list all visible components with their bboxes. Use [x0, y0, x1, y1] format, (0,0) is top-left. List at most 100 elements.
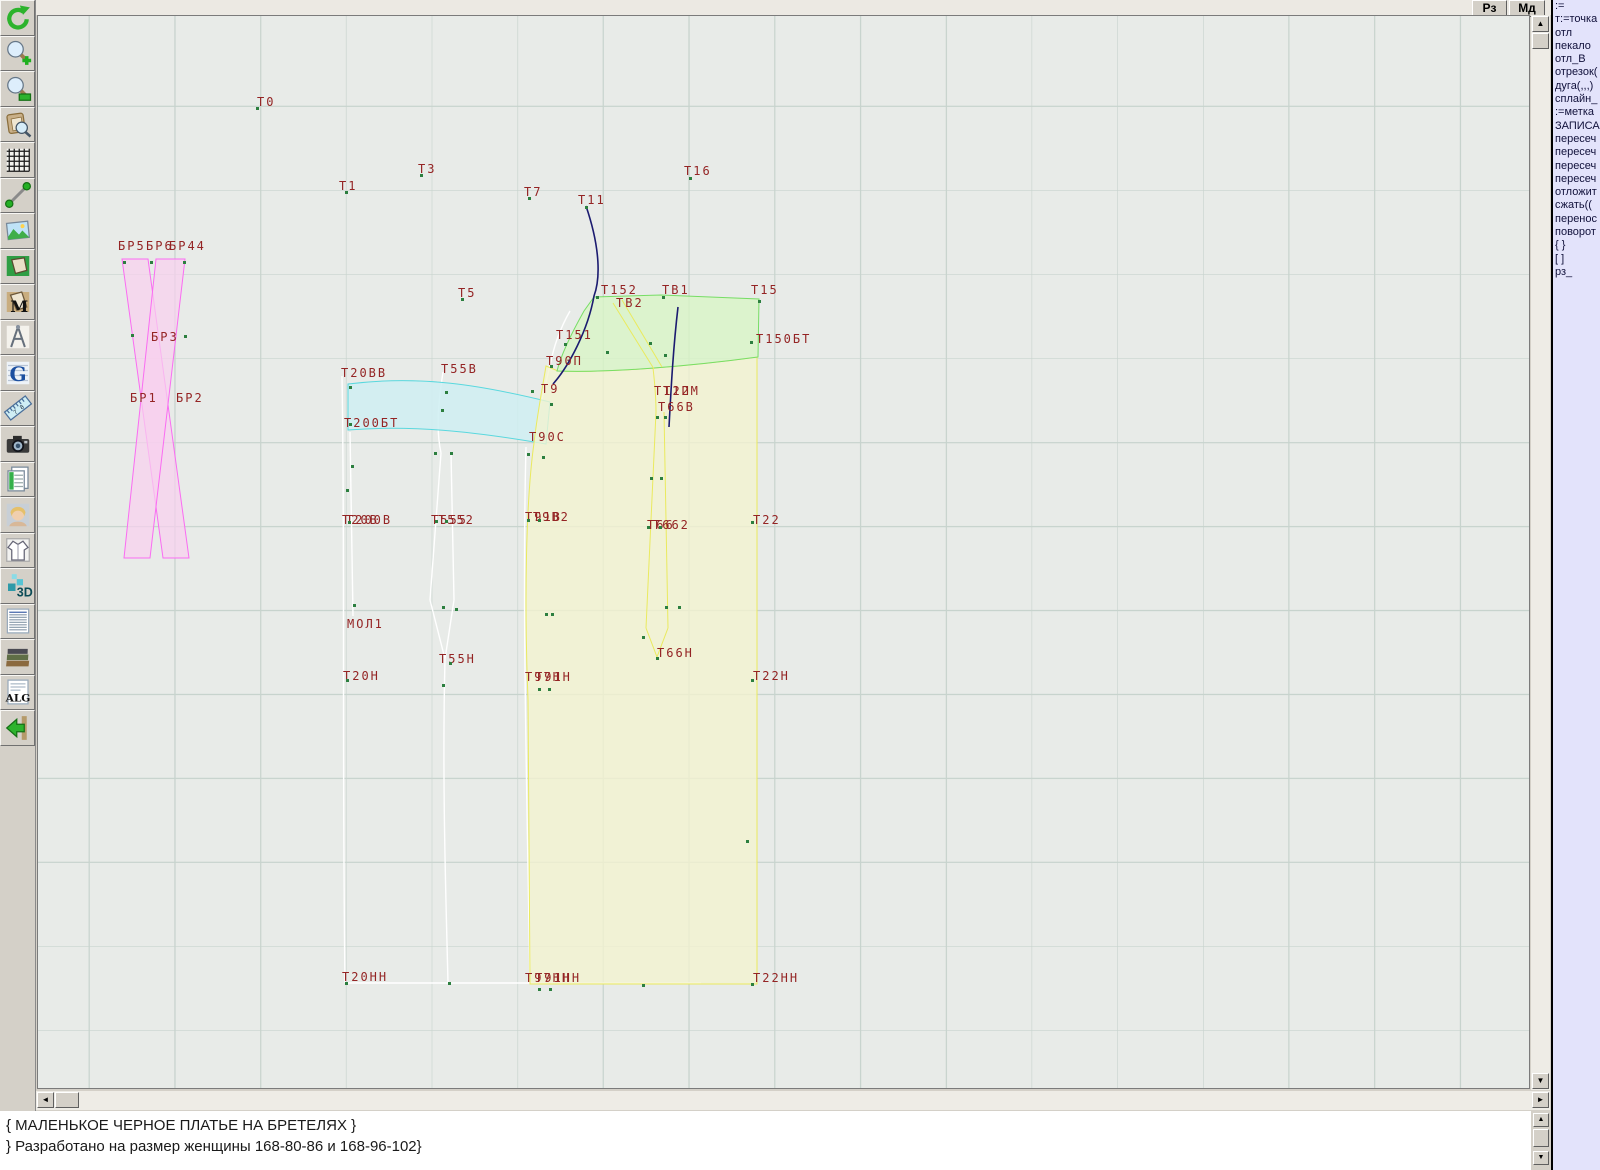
command-item[interactable]: :=метка	[1555, 106, 1595, 119]
point-label: ТВ2	[616, 296, 644, 310]
construction-point	[461, 298, 464, 301]
archive-books-icon[interactable]	[0, 639, 35, 675]
construction-point	[420, 174, 423, 177]
status-scroll-thumb[interactable]	[1533, 1129, 1549, 1147]
construction-point	[348, 521, 351, 524]
point-label: Т20ВВ	[341, 366, 388, 380]
detail-icon[interactable]	[0, 248, 35, 284]
construction-point	[150, 261, 153, 264]
grading-g-icon[interactable]: G	[0, 355, 35, 391]
status-scroll-down-button[interactable]: ▼	[1533, 1151, 1549, 1165]
point-label: Т55Н	[439, 652, 476, 666]
mode-rz-button[interactable]: Рз	[1472, 0, 1507, 17]
text-list-icon[interactable]	[0, 603, 35, 639]
command-item[interactable]: пересеч	[1555, 146, 1597, 159]
zoom-in-icon[interactable]	[0, 35, 35, 71]
model-photo-icon[interactable]	[0, 497, 35, 533]
command-item[interactable]: отл_В	[1555, 53, 1586, 66]
command-item[interactable]: пересеч	[1555, 172, 1597, 185]
exit-icon[interactable]	[0, 710, 35, 746]
command-item[interactable]: отложит	[1555, 186, 1597, 199]
point-label: Т55В	[441, 362, 478, 376]
command-item[interactable]: пересеч	[1555, 132, 1597, 145]
algorithm-icon[interactable]: ALG	[0, 674, 35, 710]
construction-point	[527, 519, 530, 522]
command-item[interactable]: :=	[1555, 0, 1565, 12]
construction-point	[758, 300, 761, 303]
construction-point	[596, 296, 599, 299]
command-item[interactable]: { }	[1555, 239, 1566, 252]
table-icon[interactable]	[0, 461, 35, 497]
construction-point	[346, 679, 349, 682]
command-item[interactable]: пекало	[1555, 39, 1591, 52]
horizontal-scrollbar[interactable]	[36, 1091, 1550, 1110]
construction-point	[527, 453, 530, 456]
construction-point	[445, 391, 448, 394]
command-item[interactable]: пересеч	[1555, 159, 1597, 172]
undo-refresh-icon[interactable]	[0, 0, 35, 36]
pattern-piece-straps[interactable]	[121, 258, 190, 559]
vertical-scroll-thumb[interactable]	[1532, 33, 1549, 49]
command-item[interactable]: отрезок(	[1555, 66, 1598, 79]
command-item[interactable]: рз_	[1555, 265, 1573, 278]
point-label: БР5	[118, 239, 146, 253]
3d-icon[interactable]: 3D	[0, 568, 35, 604]
command-panel[interactable]: := т:=точка отл пекало отл_В отрезок(дуга(,,,…	[1551, 0, 1600, 1170]
construction-point	[346, 489, 349, 492]
scroll-left-button[interactable]: ◄	[37, 1092, 54, 1108]
point-label: Т150БТ	[756, 332, 812, 346]
camera-icon[interactable]	[0, 426, 35, 462]
status-panel: { МАЛЕНЬКОЕ ЧЕРНОЕ ПЛАТЬЕ НА БРЕТЕЛЯХ } …	[0, 1111, 1531, 1170]
mode-md-button[interactable]: Мд	[1509, 0, 1545, 17]
construction-point	[660, 477, 663, 480]
pattern-piece-band[interactable]	[347, 380, 551, 445]
grid-icon[interactable]	[0, 142, 35, 178]
point-label: Т555	[431, 513, 468, 527]
scroll-up-button[interactable]: ▲	[1532, 16, 1549, 32]
construction-point	[538, 988, 541, 991]
status-line-1: { МАЛЕНЬКОЕ ЧЕРНОЕ ПЛАТЬЕ НА БРЕТЕЛЯХ }	[6, 1117, 357, 1134]
command-item[interactable]: дуга(,,,)	[1555, 79, 1594, 92]
zoom-out-icon[interactable]	[0, 71, 35, 107]
point-label: Т9В2	[533, 510, 570, 524]
construction-point	[435, 520, 438, 523]
construction-point	[545, 613, 548, 616]
command-item[interactable]: перенос	[1555, 212, 1598, 225]
point-label: Т20НН	[342, 970, 389, 984]
construction-point	[647, 526, 650, 529]
zoom-fragment-icon[interactable]	[0, 106, 35, 142]
scroll-right-button[interactable]: ►	[1532, 1092, 1549, 1108]
command-item[interactable]: сжать((	[1555, 199, 1592, 212]
status-scroll-up-button[interactable]: ▲	[1533, 1113, 1549, 1127]
command-item[interactable]: поворот	[1555, 226, 1596, 239]
scroll-down-button[interactable]: ▼	[1532, 1073, 1549, 1089]
point-label: Т12П	[654, 384, 691, 398]
construction-point	[751, 521, 754, 524]
garment-icon[interactable]	[0, 532, 35, 568]
construction-point	[664, 354, 667, 357]
command-item[interactable]: т:=точка	[1555, 13, 1598, 26]
construction-point	[183, 261, 186, 264]
detail-m-icon[interactable]: M	[0, 284, 35, 320]
compass-icon[interactable]	[0, 319, 35, 355]
construction-point	[445, 520, 448, 523]
svg-text:G: G	[9, 362, 26, 386]
construction-point	[664, 416, 667, 419]
point-label: Т5	[458, 286, 477, 300]
horizontal-scroll-thumb[interactable]	[55, 1092, 79, 1108]
command-item[interactable]: [ ]	[1555, 252, 1565, 265]
segment-icon[interactable]	[0, 177, 35, 213]
construction-point	[441, 409, 444, 412]
construction-point	[650, 477, 653, 480]
image-icon[interactable]	[0, 213, 35, 249]
construction-point	[585, 206, 588, 209]
drawing-canvas[interactable]: Т0 Т1 Т3 Т7 Т11 Т16 Т5 БР5 БР6 БР44 БР3 БР1 БР2 Т152 Т…	[37, 15, 1530, 1089]
vertical-scrollbar[interactable]	[1531, 15, 1550, 1090]
command-item[interactable]: ЗАПИСА	[1555, 119, 1600, 132]
command-item[interactable]: сплайн_	[1555, 93, 1598, 106]
point-label: Т3	[418, 162, 437, 176]
command-item[interactable]: отл	[1555, 26, 1573, 39]
construction-point	[131, 334, 134, 337]
construction-point	[649, 342, 652, 345]
